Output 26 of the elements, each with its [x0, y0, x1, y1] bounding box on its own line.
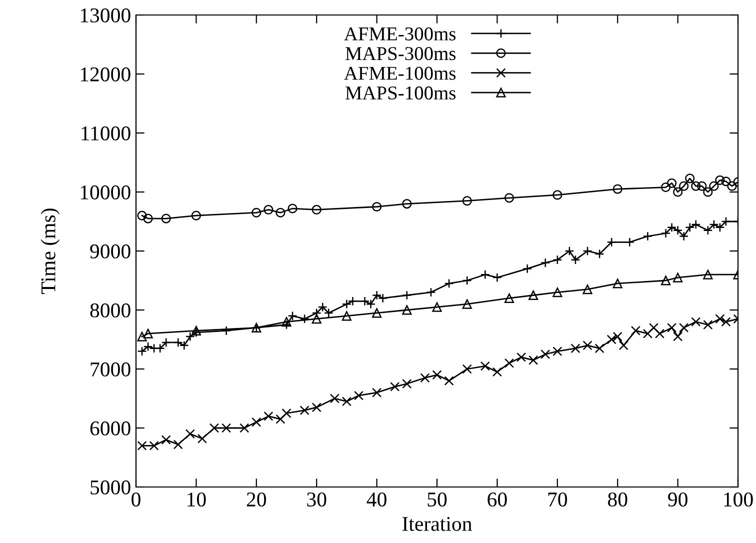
legend-label: MAPS-100ms — [346, 86, 456, 100]
y-tick-label: 10000 — [80, 185, 130, 200]
y-tick-label: 7000 — [90, 362, 130, 376]
x-tick-label: 20 — [246, 492, 266, 507]
x-tick-label: 0 — [132, 492, 140, 507]
y-tick-label: 5000 — [90, 480, 130, 494]
x-tick-label: 40 — [366, 492, 386, 507]
x-tick-label: 100 — [724, 492, 753, 507]
x-tick-label: 70 — [548, 492, 568, 507]
x-tick-label: 80 — [608, 492, 628, 507]
y-axis-title: Time (ms) — [40, 208, 60, 294]
y-tick-label: 6000 — [90, 421, 130, 436]
x-tick-label: 60 — [488, 492, 507, 507]
x-axis-title: Iteration — [402, 516, 472, 531]
legend-label: MAPS-300ms — [346, 47, 456, 60]
y-tick-label: 9000 — [90, 244, 130, 258]
legend-label: AFME-300ms — [344, 27, 456, 40]
x-tick-label: 10 — [188, 492, 206, 507]
x-tick-label: 90 — [668, 492, 688, 507]
y-tick-label: 12000 — [80, 67, 130, 82]
y-tick-label: 11000 — [82, 126, 130, 140]
y-tick-label: 8000 — [90, 303, 130, 318]
x-tick-label: 30 — [307, 492, 326, 507]
x-tick-label: 50 — [428, 492, 447, 507]
y-tick-label: 13000 — [80, 8, 130, 22]
legend-label: AFME-100ms — [344, 66, 456, 80]
